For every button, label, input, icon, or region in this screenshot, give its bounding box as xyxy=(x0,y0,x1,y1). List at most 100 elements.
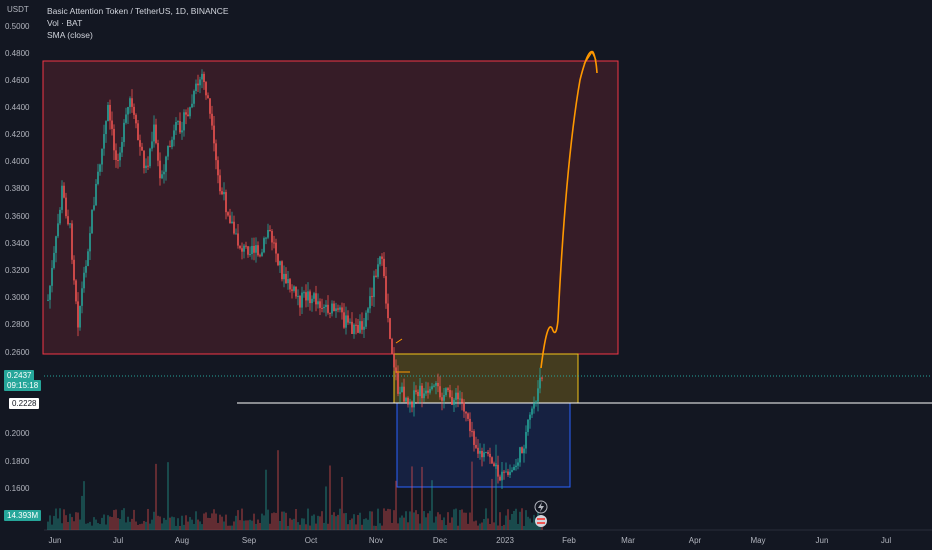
volume-indicator-label[interactable]: Vol · BAT xyxy=(47,18,83,28)
candle-body xyxy=(469,418,471,432)
candle-body xyxy=(87,251,89,266)
sma-indicator-label[interactable]: SMA (close) xyxy=(47,30,93,40)
volume-bar xyxy=(263,515,265,530)
volume-bar xyxy=(371,511,373,530)
volume-bar xyxy=(287,525,289,530)
volume-bar xyxy=(167,462,169,530)
candle-body xyxy=(419,385,421,397)
candle-body xyxy=(407,397,409,405)
small-drawing-marks xyxy=(395,338,410,373)
volume-bar xyxy=(441,520,443,530)
candle-body xyxy=(289,279,291,290)
candle-body xyxy=(507,471,509,475)
candle-body xyxy=(401,386,403,393)
candle-body xyxy=(335,308,337,312)
volume-bar xyxy=(69,513,71,530)
candle-body xyxy=(129,98,131,108)
candle-body xyxy=(321,307,323,309)
candle-body xyxy=(95,183,97,206)
candle-body xyxy=(153,124,155,142)
volume-bar xyxy=(143,520,145,530)
volume-bar xyxy=(469,512,471,530)
candle-body xyxy=(211,113,213,126)
volume-bar xyxy=(465,512,467,530)
candle-body xyxy=(413,390,415,408)
volume-bar xyxy=(233,521,235,530)
price-tick-label: 0.1600 xyxy=(5,484,30,493)
volume-bar xyxy=(223,521,225,530)
volume-bar xyxy=(305,524,307,530)
volume-bar xyxy=(55,508,57,530)
volume-bar xyxy=(375,525,377,530)
volume-bar xyxy=(85,523,87,530)
volume-bar xyxy=(245,520,247,530)
volume-bar xyxy=(53,515,55,530)
price-tick-label: 0.3400 xyxy=(5,239,30,248)
volume-bar xyxy=(285,512,287,530)
volume-bar xyxy=(475,520,477,530)
range-box-red[interactable] xyxy=(42,60,619,355)
candle-body xyxy=(437,382,439,387)
volume-bar xyxy=(145,521,147,530)
price-tick-label: 0.3000 xyxy=(5,293,30,302)
candle-body xyxy=(367,308,369,313)
volume-bar xyxy=(105,524,107,530)
candle-body xyxy=(449,390,451,397)
volume-bar xyxy=(279,520,281,530)
volume-bar xyxy=(281,511,283,530)
candle-body xyxy=(339,307,341,310)
volume-bar xyxy=(173,517,175,530)
volume-bar xyxy=(463,512,465,530)
price-axis[interactable] xyxy=(0,0,44,550)
time-tick-label: Dec xyxy=(433,536,447,545)
candle-body xyxy=(533,403,535,409)
volume-bar xyxy=(217,522,219,530)
candle-body xyxy=(237,233,239,246)
candle-body xyxy=(71,223,73,260)
range-box-blue[interactable] xyxy=(396,402,571,488)
volume-bar xyxy=(125,522,127,530)
volume-bar xyxy=(383,508,385,530)
candle-body xyxy=(397,372,399,394)
candle-body xyxy=(309,291,311,304)
candle-body xyxy=(213,125,215,144)
symbol-title[interactable]: Basic Attention Token / TetherUS, 1D, BI… xyxy=(47,6,229,16)
candle-body xyxy=(509,471,511,475)
candle-body xyxy=(299,295,301,308)
candle-body xyxy=(429,389,431,393)
volume-bar xyxy=(385,510,387,530)
volume-bar xyxy=(373,525,375,530)
volume-bar xyxy=(137,524,139,530)
candle-body xyxy=(297,295,299,297)
volume-bar xyxy=(261,513,263,530)
candle-body xyxy=(503,471,505,473)
candle-body xyxy=(417,391,419,397)
candle-body xyxy=(163,171,165,175)
volume-bar xyxy=(235,515,237,530)
volume-bar xyxy=(79,519,81,530)
candle-body xyxy=(51,267,53,286)
volume-bar xyxy=(421,466,423,530)
volume-bar xyxy=(495,444,497,530)
volume-bar xyxy=(171,516,173,530)
volume-bar xyxy=(379,523,381,530)
volume-bar xyxy=(503,524,505,530)
countdown-badge: 09:15:18 xyxy=(4,380,42,391)
candle-body xyxy=(519,447,521,463)
flag-icon[interactable] xyxy=(535,515,547,527)
time-tick-label: Jun xyxy=(816,536,829,545)
lightning-icon[interactable] xyxy=(534,500,548,514)
time-tick-label: Jul xyxy=(113,536,123,545)
volume-bar xyxy=(477,525,479,530)
candle-body xyxy=(301,292,303,308)
volume-bar xyxy=(227,525,229,530)
volume-bar xyxy=(525,510,527,530)
candle-body xyxy=(319,301,321,308)
volume-bar xyxy=(107,515,109,530)
candle-body xyxy=(355,324,357,326)
candle-body xyxy=(277,253,279,266)
volume-bar xyxy=(351,518,353,530)
projection-drawing[interactable] xyxy=(540,50,598,369)
